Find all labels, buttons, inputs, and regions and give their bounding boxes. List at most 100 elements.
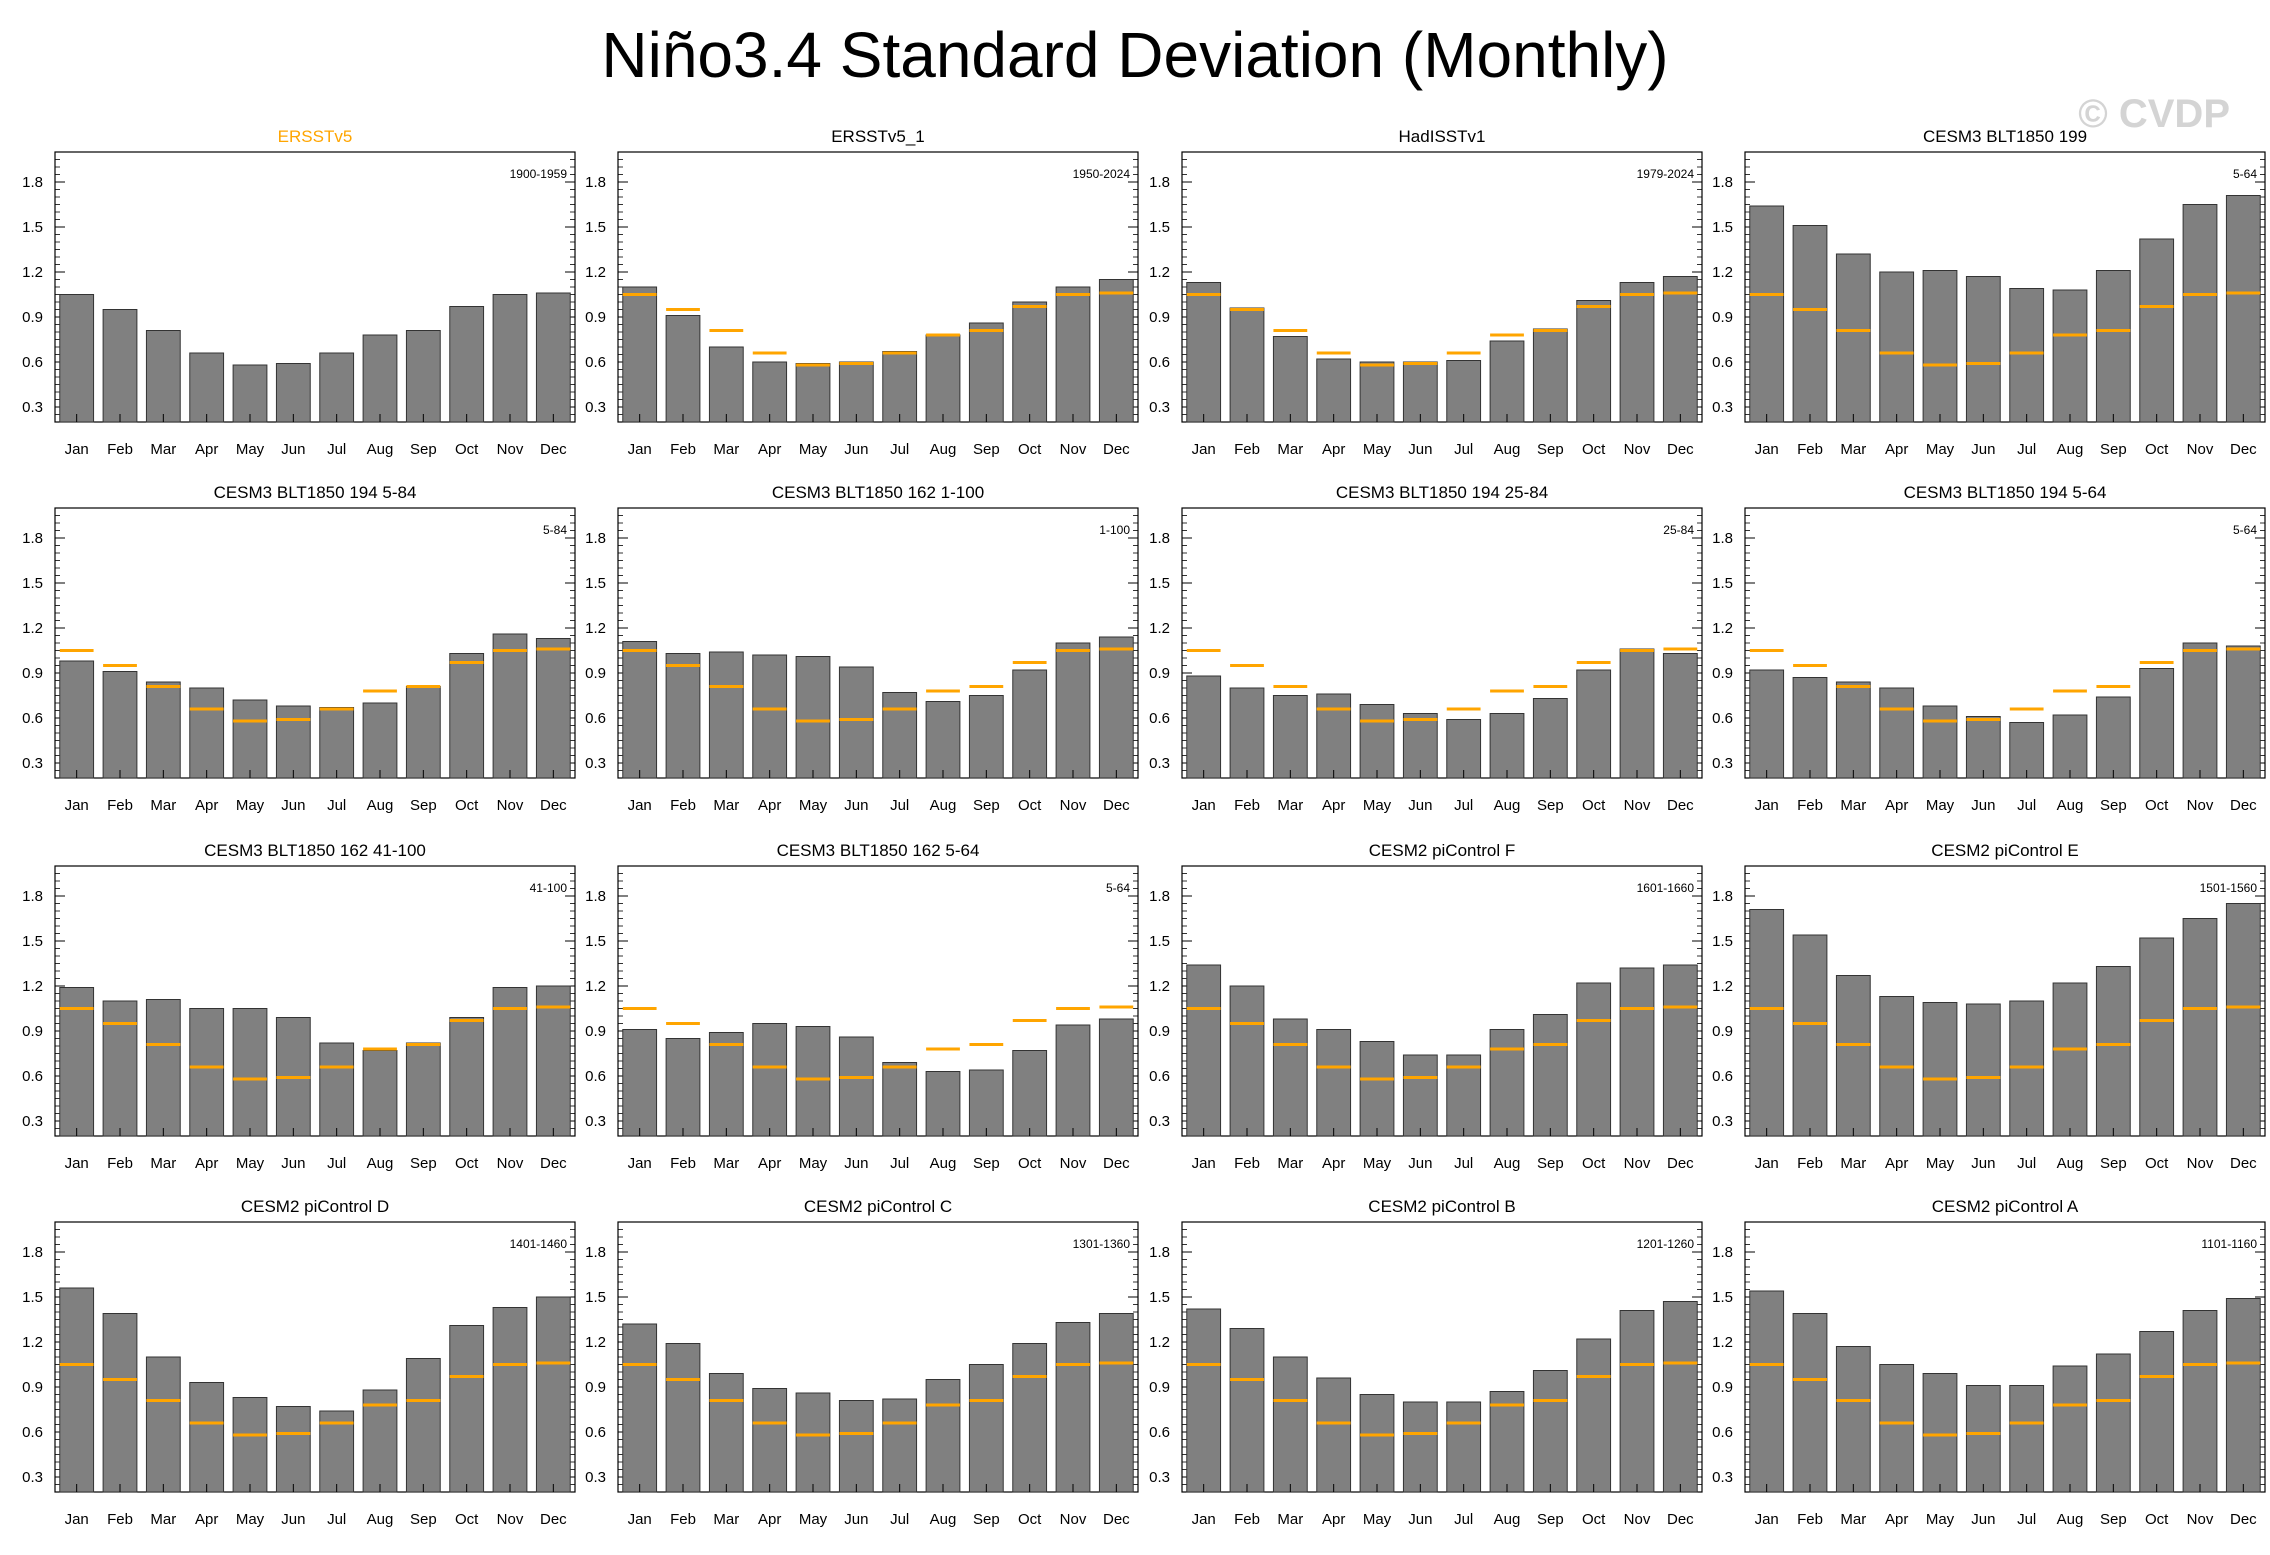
x-tick-label: Aug xyxy=(367,1511,394,1528)
x-tick-label: May xyxy=(1926,441,1955,458)
panel-title: CESM3 BLT1850 199 xyxy=(1923,127,2087,146)
bar xyxy=(232,699,268,779)
x-tick-label: Nov xyxy=(2187,1511,2214,1528)
bar xyxy=(1489,713,1525,779)
chart-panel: 0.3 0.6 0.9 1.2 1.5 1.8 Jan Feb Mar Apr May Jun Jul A… xyxy=(1149,841,1703,1172)
bar xyxy=(795,1392,831,1493)
y-tick-label: 1.8 xyxy=(22,1244,43,1261)
year-range: 1101-1160 xyxy=(2201,1237,2257,1251)
x-tick-label: Nov xyxy=(1624,441,1651,458)
y-tick-label: 1.2 xyxy=(1712,620,1733,637)
x-tick-label: Jul xyxy=(890,441,909,458)
bar xyxy=(362,702,398,779)
bar xyxy=(2009,288,2045,423)
x-tick-label: Jul xyxy=(2017,441,2036,458)
bar xyxy=(622,286,658,423)
y-tick-label: 1.2 xyxy=(1149,620,1170,637)
x-tick-label: Feb xyxy=(1797,441,1823,458)
panel-title: CESM3 BLT1850 194 5-64 xyxy=(1904,483,2107,502)
bar xyxy=(1662,964,1698,1137)
y-tick-label: 0.6 xyxy=(1712,1068,1733,1085)
y-tick-label: 0.9 xyxy=(22,665,43,682)
y-tick-label: 0.9 xyxy=(1149,309,1170,326)
y-tick-label: 1.8 xyxy=(1712,1244,1733,1261)
y-tick-label: 0.3 xyxy=(585,1469,606,1486)
bar xyxy=(2139,937,2175,1137)
bar xyxy=(145,330,181,423)
chart-panel: 0.3 0.6 0.9 1.2 1.5 1.8 Jan Feb Mar Apr May Jun Jul A… xyxy=(1149,483,1703,814)
panel-title: CESM2 piControl B xyxy=(1368,1197,1515,1216)
bar xyxy=(145,999,181,1137)
y-tick-label: 0.9 xyxy=(1712,1379,1733,1396)
x-tick-label: Apr xyxy=(195,441,218,458)
x-tick-label: Sep xyxy=(2100,1511,2127,1528)
bar xyxy=(319,707,355,779)
bar xyxy=(1012,1050,1048,1137)
x-tick-label: Jan xyxy=(628,1155,652,1172)
bar xyxy=(1186,1308,1222,1493)
panel-title: ERSSTv5 xyxy=(278,127,353,146)
y-tick-label: 0.3 xyxy=(585,755,606,772)
y-tick-label: 0.6 xyxy=(22,710,43,727)
panel-title: CESM2 piControl C xyxy=(804,1197,952,1216)
bar xyxy=(1662,1301,1698,1493)
bar xyxy=(1922,1373,1958,1493)
x-tick-label: Apr xyxy=(1322,1511,1345,1528)
bar xyxy=(102,1000,138,1137)
y-tick-label: 1.8 xyxy=(1149,530,1170,547)
bar xyxy=(405,330,441,423)
bar xyxy=(2182,204,2218,423)
bar xyxy=(2139,1331,2175,1493)
x-tick-label: Aug xyxy=(1494,797,1521,814)
x-tick-label: Sep xyxy=(410,1511,437,1528)
y-tick-label: 1.2 xyxy=(22,1334,43,1351)
x-tick-label: Aug xyxy=(930,1511,957,1528)
x-tick-label: Aug xyxy=(1494,1511,1521,1528)
x-tick-label: Jul xyxy=(1454,441,1473,458)
bar xyxy=(1186,964,1222,1137)
chart-panel: 0.3 0.6 0.9 1.2 1.5 1.8 Jan Feb Mar Apr May Jun Jul A… xyxy=(1712,483,2266,814)
y-tick-label: 1.5 xyxy=(585,219,606,236)
bar xyxy=(2182,918,2218,1137)
y-tick-label: 0.3 xyxy=(1149,1469,1170,1486)
bar xyxy=(362,1050,398,1137)
bar xyxy=(665,315,701,423)
y-tick-label: 0.3 xyxy=(1712,1113,1733,1130)
x-tick-label: Aug xyxy=(367,1155,394,1172)
y-tick-label: 1.2 xyxy=(1149,264,1170,281)
y-tick-label: 0.9 xyxy=(22,1379,43,1396)
panel-title: CESM2 piControl A xyxy=(1932,1197,2079,1216)
bar xyxy=(2095,696,2131,779)
x-tick-label: Jul xyxy=(327,1155,346,1172)
x-tick-label: Mar xyxy=(1277,441,1303,458)
x-tick-label: May xyxy=(1363,1155,1392,1172)
x-tick-label: Oct xyxy=(1582,797,1606,814)
y-tick-label: 1.5 xyxy=(585,575,606,592)
x-tick-label: May xyxy=(799,441,828,458)
y-tick-label: 1.5 xyxy=(22,933,43,950)
y-tick-label: 1.2 xyxy=(585,978,606,995)
y-tick-label: 1.5 xyxy=(1149,933,1170,950)
x-tick-label: Jun xyxy=(844,797,868,814)
x-tick-label: Jun xyxy=(1408,1511,1432,1528)
bar xyxy=(1055,1322,1091,1493)
y-tick-label: 0.3 xyxy=(22,1469,43,1486)
bar xyxy=(1879,1364,1915,1493)
bar xyxy=(1272,1018,1308,1137)
x-tick-label: Feb xyxy=(107,441,133,458)
x-tick-label: Jan xyxy=(1755,441,1779,458)
bar xyxy=(1055,642,1091,779)
x-tick-label: Aug xyxy=(2057,441,2084,458)
bar xyxy=(622,1323,658,1493)
x-tick-label: Jul xyxy=(2017,797,2036,814)
x-tick-label: Nov xyxy=(1624,1155,1651,1172)
panel-title: CESM2 piControl D xyxy=(241,1197,389,1216)
x-tick-label: Oct xyxy=(1018,441,1042,458)
bar xyxy=(1922,705,1958,779)
bar xyxy=(1229,307,1265,423)
bar xyxy=(2225,195,2261,423)
x-tick-label: Dec xyxy=(1667,1155,1694,1172)
bar xyxy=(1576,982,1612,1137)
x-tick-label: Jan xyxy=(65,1511,89,1528)
bar xyxy=(1316,358,1352,423)
